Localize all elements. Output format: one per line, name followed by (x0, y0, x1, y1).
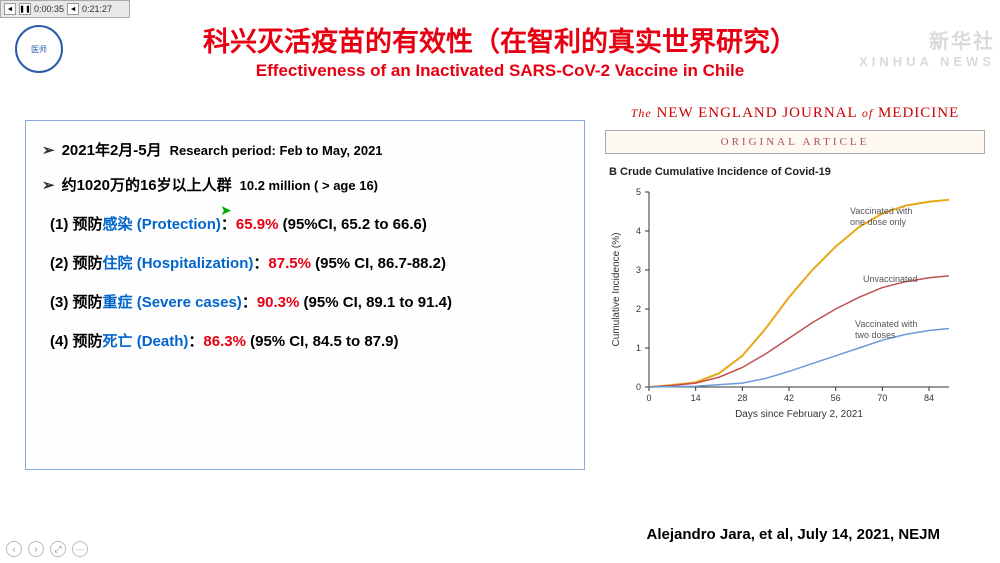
item-ci: (95% CI, 86.7-88.2) (315, 255, 446, 272)
next-button[interactable]: ◄ (67, 3, 79, 15)
time-current: 0:00:35 (34, 4, 64, 14)
nav-fullscreen-icon[interactable]: ⤢ (50, 541, 66, 557)
bullet-1: ➢ 2021年2月-5月 Research period: Feb to May… (42, 139, 568, 160)
item-num: (1) (50, 216, 68, 233)
item-cn-prefix: 预防 (73, 216, 103, 233)
item-en: (Protection) (137, 216, 221, 233)
journal-main: NEW ENGLAND JOURNAL (652, 105, 862, 121)
pause-button[interactable]: ❚❚ (19, 3, 31, 15)
item-cn-key: 死亡 (103, 333, 133, 350)
bullet-2: ➢ 约1020万的16岁以上人群 10.2 million ( > age 16… (42, 174, 568, 195)
media-player-bar: ◄ ❚❚ 0:00:35 ◄ 0:21:27 (0, 0, 130, 18)
journal-the: The (631, 106, 652, 120)
bullet-2-en: 10.2 million ( > age 16) (240, 178, 378, 193)
result-item: (4) 预防死亡 (Death)：86.3% (95% CI, 84.5 to … (50, 330, 568, 351)
journal-header: The NEW ENGLAND JOURNAL of MEDICINE (605, 105, 985, 122)
prev-button[interactable]: ◄ (4, 3, 16, 15)
item-colon: ： (242, 294, 257, 311)
bullet-arrow-icon: ➢ (42, 141, 55, 159)
item-num: (2) (50, 255, 68, 272)
bullet-arrow-icon: ➢ (42, 176, 55, 194)
item-cn-key: 重症 (103, 294, 133, 311)
item-ci: (95% CI, 84.5 to 87.9) (250, 333, 398, 350)
svg-text:Cumulative Incidence (%): Cumulative Incidence (%) (611, 233, 622, 347)
item-cn-key: 住院 (103, 255, 133, 272)
svg-text:1: 1 (636, 343, 641, 353)
nav-prev-icon[interactable]: ‹ (6, 541, 22, 557)
svg-text:Vaccinated with: Vaccinated with (855, 319, 917, 329)
bottom-nav: ‹ › ⤢ ⋯ (6, 541, 88, 557)
svg-text:3: 3 (636, 265, 641, 275)
item-pct: 86.3% (203, 333, 246, 350)
bullet-2-cn: 约1020万的16岁以上人群 (62, 174, 232, 195)
nav-next-icon[interactable]: › (28, 541, 44, 557)
item-cn-key: 感染 (103, 216, 133, 233)
item-en: (Death) (137, 333, 189, 350)
chart-title: B Crude Cumulative Incidence of Covid-19 (609, 166, 985, 178)
original-article-box: ORIGINAL ARTICLE (605, 130, 985, 154)
citation: Alejandro Jara, et al, July 14, 2021, NE… (647, 526, 940, 543)
svg-text:Vaccinated with: Vaccinated with (850, 206, 912, 216)
item-cn-prefix: 预防 (73, 294, 103, 311)
item-colon: ： (188, 333, 203, 350)
svg-text:one dose only: one dose only (850, 217, 907, 227)
svg-text:5: 5 (636, 187, 641, 197)
item-num: (4) (50, 333, 68, 350)
item-num: (3) (50, 294, 68, 311)
result-item: (3) 预防重症 (Severe cases)：90.3% (95% CI, 8… (50, 291, 568, 312)
time-total: 0:21:27 (82, 4, 112, 14)
svg-text:Unvaccinated: Unvaccinated (863, 274, 918, 284)
journal-of: of (862, 106, 873, 120)
item-ci: (95%CI, 65.2 to 66.6) (283, 216, 427, 233)
svg-text:2: 2 (636, 304, 641, 314)
result-item: (2) 预防住院 (Hospitalization)：87.5% (95% CI… (50, 252, 568, 273)
cursor-pointer-icon: ➤ (220, 202, 232, 219)
item-colon: ： (253, 255, 268, 272)
svg-text:14: 14 (691, 393, 701, 403)
item-pct: 87.5% (268, 255, 311, 272)
incidence-chart: 0 1 2 3 4 5 0 14 28 42 56 70 84 Days since February 2… (605, 182, 965, 427)
slide-canvas: ◄ ❚❚ 0:00:35 ◄ 0:21:27 新华社 XINHUA NEWS 医… (0, 0, 1000, 563)
svg-text:0: 0 (636, 382, 641, 392)
svg-text:two doses: two doses (855, 330, 896, 340)
right-panel: The NEW ENGLAND JOURNAL of MEDICINE ORIG… (605, 105, 985, 427)
svg-text:4: 4 (636, 226, 641, 236)
bullet-1-en: Research period: Feb to May, 2021 (170, 143, 383, 158)
item-pct: 90.3% (257, 294, 300, 311)
bullet-1-cn: 2021年2月-5月 (62, 139, 162, 160)
content-box: ➢ 2021年2月-5月 Research period: Feb to May… (25, 120, 585, 470)
nav-more-icon[interactable]: ⋯ (72, 541, 88, 557)
svg-text:0: 0 (646, 393, 651, 403)
title-en: Effectiveness of an Inactivated SARS-CoV… (0, 61, 1000, 81)
journal-med: MEDICINE (873, 105, 959, 121)
item-cn-prefix: 预防 (73, 255, 103, 272)
item-pct: 65.9% (236, 216, 279, 233)
title-block: 科兴灭活疫苗的有效性（在智利的真实世界研究） Effectiveness of … (0, 20, 1000, 81)
svg-text:84: 84 (924, 393, 934, 403)
svg-text:42: 42 (784, 393, 794, 403)
item-ci: (95% CI, 89.1 to 91.4) (304, 294, 452, 311)
item-en: (Hospitalization) (137, 255, 254, 272)
svg-text:70: 70 (877, 393, 887, 403)
title-cn: 科兴灭活疫苗的有效性（在智利的真实世界研究） (0, 20, 1000, 59)
result-item: (1) 预防感染 (Protection)：65.9% (95%CI, 65.2… (50, 213, 568, 234)
item-en: (Severe cases) (137, 294, 242, 311)
svg-text:28: 28 (737, 393, 747, 403)
svg-text:56: 56 (831, 393, 841, 403)
svg-text:Days since February 2, 2021: Days since February 2, 2021 (735, 409, 863, 420)
item-cn-prefix: 预防 (73, 333, 103, 350)
